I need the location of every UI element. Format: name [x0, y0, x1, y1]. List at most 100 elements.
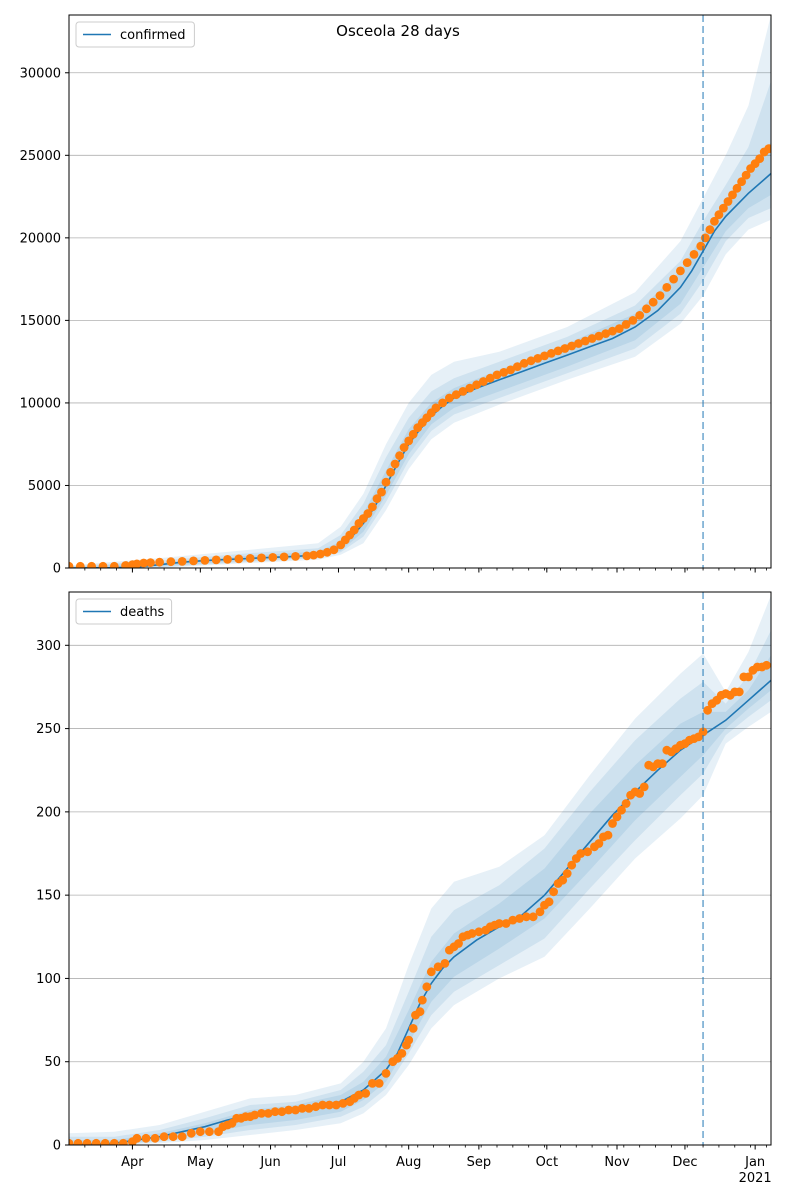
observed-point — [82, 1138, 92, 1145]
legend-box — [75, 598, 173, 625]
observed-point — [291, 552, 300, 561]
observed-point — [386, 467, 395, 477]
observed-point — [533, 354, 543, 363]
observed-point — [426, 967, 436, 977]
observed-point — [451, 390, 461, 400]
axes-frame — [68, 14, 772, 569]
observed-point — [662, 283, 672, 292]
observed-point — [522, 912, 531, 922]
observed-point — [270, 1107, 280, 1117]
legend-label: confirmed — [120, 28, 186, 43]
observed-point — [381, 477, 391, 487]
observed-point — [526, 356, 536, 366]
observed-point — [73, 1138, 83, 1145]
legend-box — [75, 21, 195, 48]
observed-point — [361, 1089, 371, 1098]
observed-point — [318, 1100, 327, 1110]
observed-point — [621, 799, 631, 808]
legend: deaths — [75, 598, 173, 625]
chart-panel-0: 0 5000 10000 15000 20000 25000 30000 confirmed — [20, 14, 772, 577]
observed-point — [732, 183, 742, 193]
plot-area — [69, 595, 771, 1145]
observed-point — [689, 250, 699, 259]
y-tick-label: 0 — [53, 1139, 61, 1154]
observed-point — [325, 1100, 334, 1110]
observed-point — [263, 1109, 273, 1118]
observed-point — [69, 561, 74, 568]
observed-point — [211, 555, 221, 565]
observed-point — [682, 258, 692, 267]
observed-point — [150, 1133, 160, 1143]
x-tick-label: Dec — [672, 1155, 697, 1170]
observed-point — [574, 339, 583, 348]
observed-point — [762, 660, 771, 670]
observed-point — [635, 311, 645, 320]
plot-area — [69, 15, 771, 568]
observed-point — [535, 907, 545, 917]
observed-point — [583, 847, 592, 857]
observed-point — [257, 553, 266, 563]
observed-point — [279, 552, 289, 562]
observed-point — [560, 344, 570, 353]
observed-point — [302, 551, 312, 561]
observed-point — [698, 727, 708, 737]
observed-point — [304, 1104, 314, 1113]
observed-point — [614, 324, 624, 333]
observed-point — [506, 365, 515, 375]
observed-point — [309, 550, 318, 560]
observed-point — [200, 556, 210, 565]
observed-point — [354, 1090, 364, 1100]
model-line-confirmed — [69, 172, 771, 568]
uncertainty-band-middle — [69, 81, 771, 568]
observed-point — [277, 1107, 287, 1117]
observed-point — [669, 274, 678, 284]
observed-point — [474, 927, 484, 937]
observed-point — [245, 554, 255, 563]
observed-point — [635, 789, 645, 798]
observed-point — [118, 1138, 128, 1145]
observed-point — [377, 487, 386, 497]
observed-point — [580, 336, 590, 346]
observed-point — [728, 190, 737, 200]
observed-point — [676, 266, 685, 276]
y-tick-label: 200 — [36, 805, 61, 820]
observed-point — [297, 1104, 307, 1113]
observed-point — [349, 525, 359, 535]
observed-point — [195, 1127, 205, 1137]
observed-point — [69, 1138, 74, 1145]
observed-point — [146, 558, 155, 567]
observed-point — [431, 403, 441, 413]
x-tick-label: Jun — [259, 1155, 280, 1170]
observed-point — [121, 561, 130, 568]
x-tick-label: Jan — [744, 1155, 765, 1170]
y-tick-label: 20000 — [20, 231, 61, 246]
x-tick-sublabel: 2021 — [739, 1171, 772, 1186]
observed-point — [322, 547, 332, 557]
observed-point — [737, 177, 746, 187]
observed-point — [608, 326, 617, 336]
y-tick-label: 100 — [36, 972, 61, 987]
observed-point — [465, 383, 475, 393]
observed-point — [374, 1079, 384, 1088]
y-tick-label: 30000 — [20, 66, 61, 81]
observed-point — [75, 561, 85, 568]
observed-point — [723, 197, 733, 206]
x-tick-label: Aug — [396, 1155, 421, 1170]
observed-point — [132, 559, 142, 568]
observed-point — [159, 1132, 169, 1142]
observed-point — [109, 1138, 119, 1145]
y-tick-label: 10000 — [20, 396, 61, 411]
observed-point — [617, 805, 626, 815]
observed-point — [594, 839, 604, 848]
observed-point — [372, 494, 382, 504]
x-tick-label: May — [187, 1155, 214, 1170]
observed-point — [415, 1007, 425, 1017]
observed-point — [499, 368, 509, 377]
observed-point — [445, 393, 454, 403]
observed-point — [417, 995, 427, 1005]
x-tick-label: Jul — [330, 1155, 347, 1170]
observed-point — [587, 334, 597, 343]
observed-point — [513, 362, 522, 371]
observed-point — [177, 1132, 187, 1142]
observed-point — [109, 561, 119, 568]
